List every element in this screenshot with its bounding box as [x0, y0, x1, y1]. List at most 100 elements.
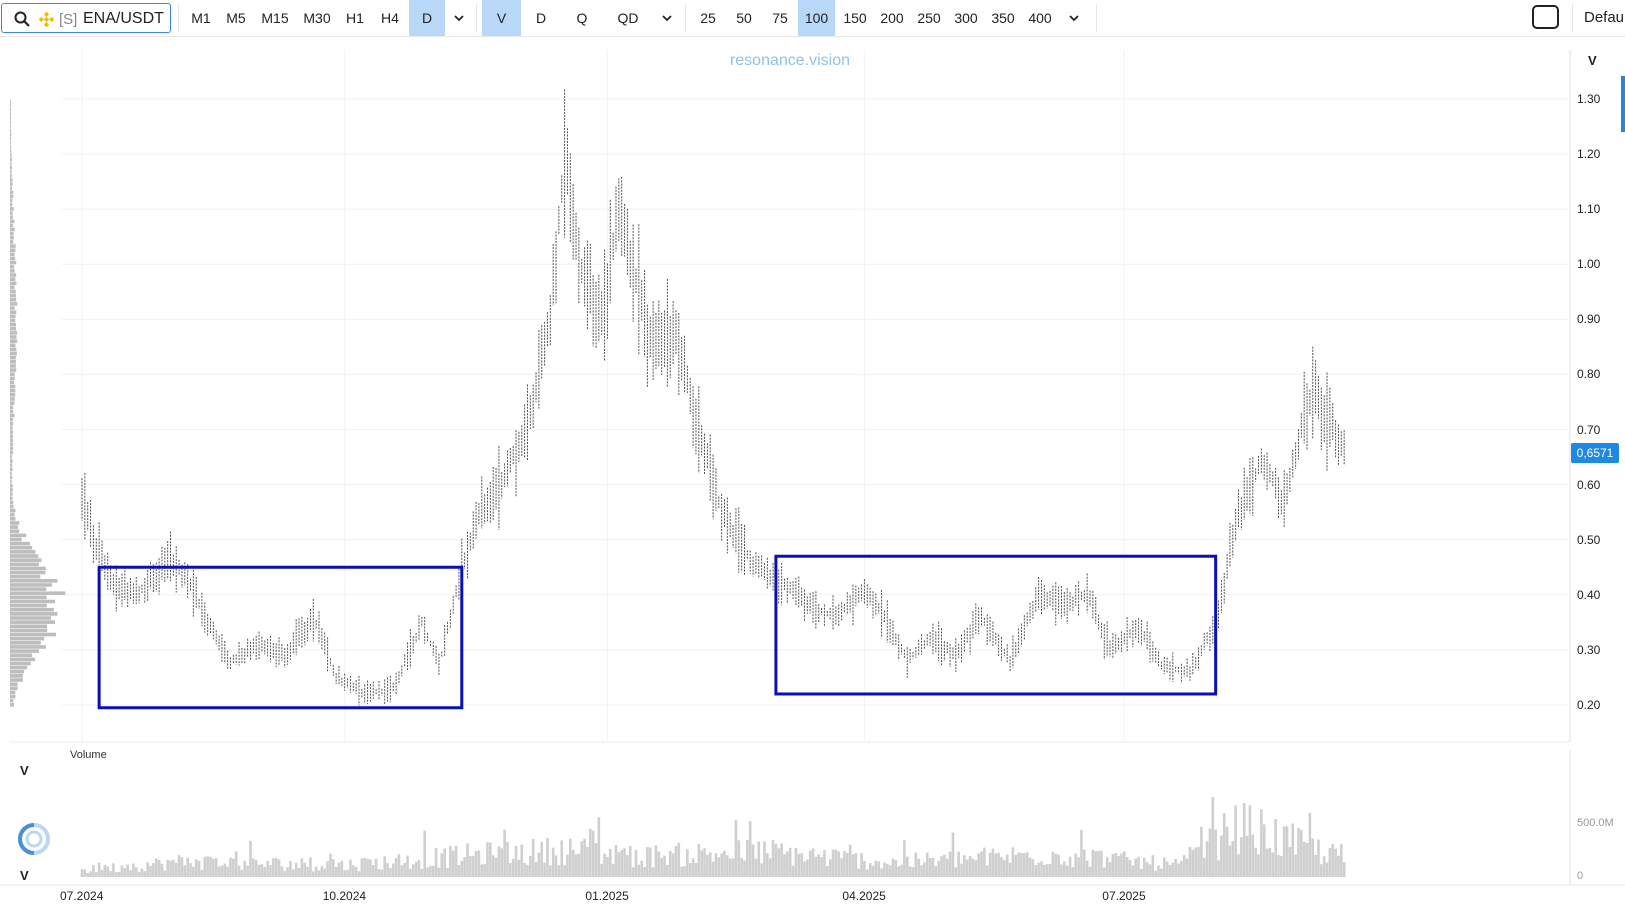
- size-200-button[interactable]: 200: [880, 10, 904, 26]
- volume-bar: [863, 860, 866, 877]
- volume-bar: [1000, 856, 1003, 877]
- volume-bar: [414, 861, 418, 877]
- volume-bar: [657, 851, 661, 877]
- timeframe-m15-button[interactable]: M15: [261, 10, 289, 26]
- volume-bar: [1083, 849, 1086, 877]
- volume-bar: [331, 859, 335, 877]
- volume-profile-bar: [10, 661, 31, 666]
- timeframe-m5-button[interactable]: M5: [226, 10, 246, 26]
- volume-bar: [828, 859, 832, 877]
- volume-bar: [294, 862, 298, 877]
- volume-bar: [1182, 855, 1186, 877]
- volume-bar: [337, 862, 341, 877]
- volume-profile-bar: [10, 136, 12, 141]
- volume-bar: [588, 828, 592, 877]
- volume-profile-bar: [10, 665, 28, 670]
- volume-bar: [554, 855, 558, 877]
- volume-profile-bar: [10, 256, 16, 261]
- volume-bar: [1322, 856, 1326, 877]
- volume-bar: [409, 868, 412, 877]
- size-400-button[interactable]: 400: [1028, 10, 1052, 26]
- timeframe-dropdown[interactable]: [447, 0, 471, 36]
- volume-bar: [923, 862, 926, 877]
- volume-bar: [269, 865, 272, 877]
- volume-bar: [708, 852, 712, 877]
- volume-bar: [1260, 809, 1263, 877]
- volume-bar: [537, 852, 541, 877]
- volume-profile-bar: [10, 107, 11, 112]
- size-350-button[interactable]: 350: [991, 10, 1015, 26]
- volume-bar: [888, 865, 892, 877]
- layout-square-button[interactable]: [1532, 5, 1559, 29]
- mode-q-button[interactable]: Q: [576, 10, 588, 26]
- volume-bar: [871, 865, 875, 877]
- volume-bar: [774, 843, 778, 877]
- volume-bar: [1074, 853, 1078, 877]
- volume-bar: [937, 860, 940, 877]
- volume-bar: [577, 853, 581, 877]
- volume-bar: [620, 850, 624, 877]
- toolbar-divider: [476, 4, 477, 32]
- volume-profile-bar: [10, 488, 13, 492]
- mode-dropdown[interactable]: [655, 0, 679, 36]
- time-tick-label: 07.2024: [60, 889, 104, 903]
- size-250-button[interactable]: 250: [917, 10, 941, 26]
- volume-bar: [1097, 850, 1100, 877]
- volume-bar: [286, 867, 289, 877]
- volume-bar: [931, 857, 935, 877]
- symbol-search-box[interactable]: [S] ENA/USDT: [1, 3, 171, 33]
- volume-bar: [1302, 841, 1306, 877]
- volume-profile-bar: [10, 517, 16, 521]
- mode-d-button[interactable]: D: [535, 10, 547, 26]
- volume-bar: [1068, 856, 1072, 877]
- volume-bar: [1057, 854, 1060, 877]
- volume-bar: [1265, 848, 1269, 877]
- template-default-button[interactable]: Default: [1584, 9, 1625, 26]
- size-25-button[interactable]: 25: [700, 10, 716, 26]
- volume-profile-bar: [10, 703, 15, 707]
- volume-profile-bar: [10, 231, 14, 236]
- volume-profile-bar: [10, 607, 54, 612]
- size-dropdown[interactable]: [1062, 0, 1086, 36]
- size-75-button[interactable]: 75: [772, 10, 788, 26]
- volume-bar: [985, 865, 989, 877]
- size-50-button[interactable]: 50: [736, 10, 752, 26]
- resonance-logo-icon[interactable]: [17, 822, 51, 861]
- volume-bar: [449, 845, 452, 877]
- volume-bar: [1208, 828, 1212, 877]
- timeframe-d-button[interactable]: D: [409, 0, 445, 36]
- range-boxes: [97, 554, 1218, 710]
- volume-bar: [297, 867, 301, 877]
- volume-profile-bar: [10, 248, 16, 253]
- volume-bar: [626, 855, 629, 877]
- volume-bar: [834, 849, 838, 877]
- volume-profile-bar: [10, 331, 18, 335]
- timeframe-h4-button[interactable]: H4: [381, 10, 399, 26]
- volume-bar: [694, 862, 698, 877]
- volume-bar: [411, 864, 415, 877]
- volume-bar: [1220, 835, 1223, 877]
- mode-qd-button[interactable]: QD: [617, 10, 639, 26]
- volume-bar: [1291, 823, 1295, 877]
- volume-bar: [628, 845, 632, 877]
- volume-bar: [97, 862, 101, 877]
- volume-bar: [166, 859, 169, 877]
- volume-profile-bar: [10, 612, 58, 616]
- volume-bar: [611, 863, 615, 877]
- size-150-button[interactable]: 150: [843, 10, 867, 26]
- volume-bar: [734, 819, 738, 877]
- volume-bar: [434, 847, 438, 877]
- timeframe-m30-button[interactable]: M30: [303, 10, 331, 26]
- volume-bar: [112, 863, 115, 877]
- volume-profile-bar: [10, 318, 16, 323]
- timeframe-h1-button[interactable]: H1: [346, 10, 364, 26]
- mode-v-button[interactable]: V: [482, 0, 521, 36]
- timeframe-m1-button[interactable]: M1: [191, 10, 211, 26]
- volume-bar: [668, 850, 672, 877]
- volume-bar: [177, 855, 181, 877]
- size-100-button[interactable]: 100: [798, 0, 835, 36]
- volume-bar: [894, 859, 898, 877]
- size-300-button[interactable]: 300: [954, 10, 978, 26]
- volume-bar: [600, 863, 604, 877]
